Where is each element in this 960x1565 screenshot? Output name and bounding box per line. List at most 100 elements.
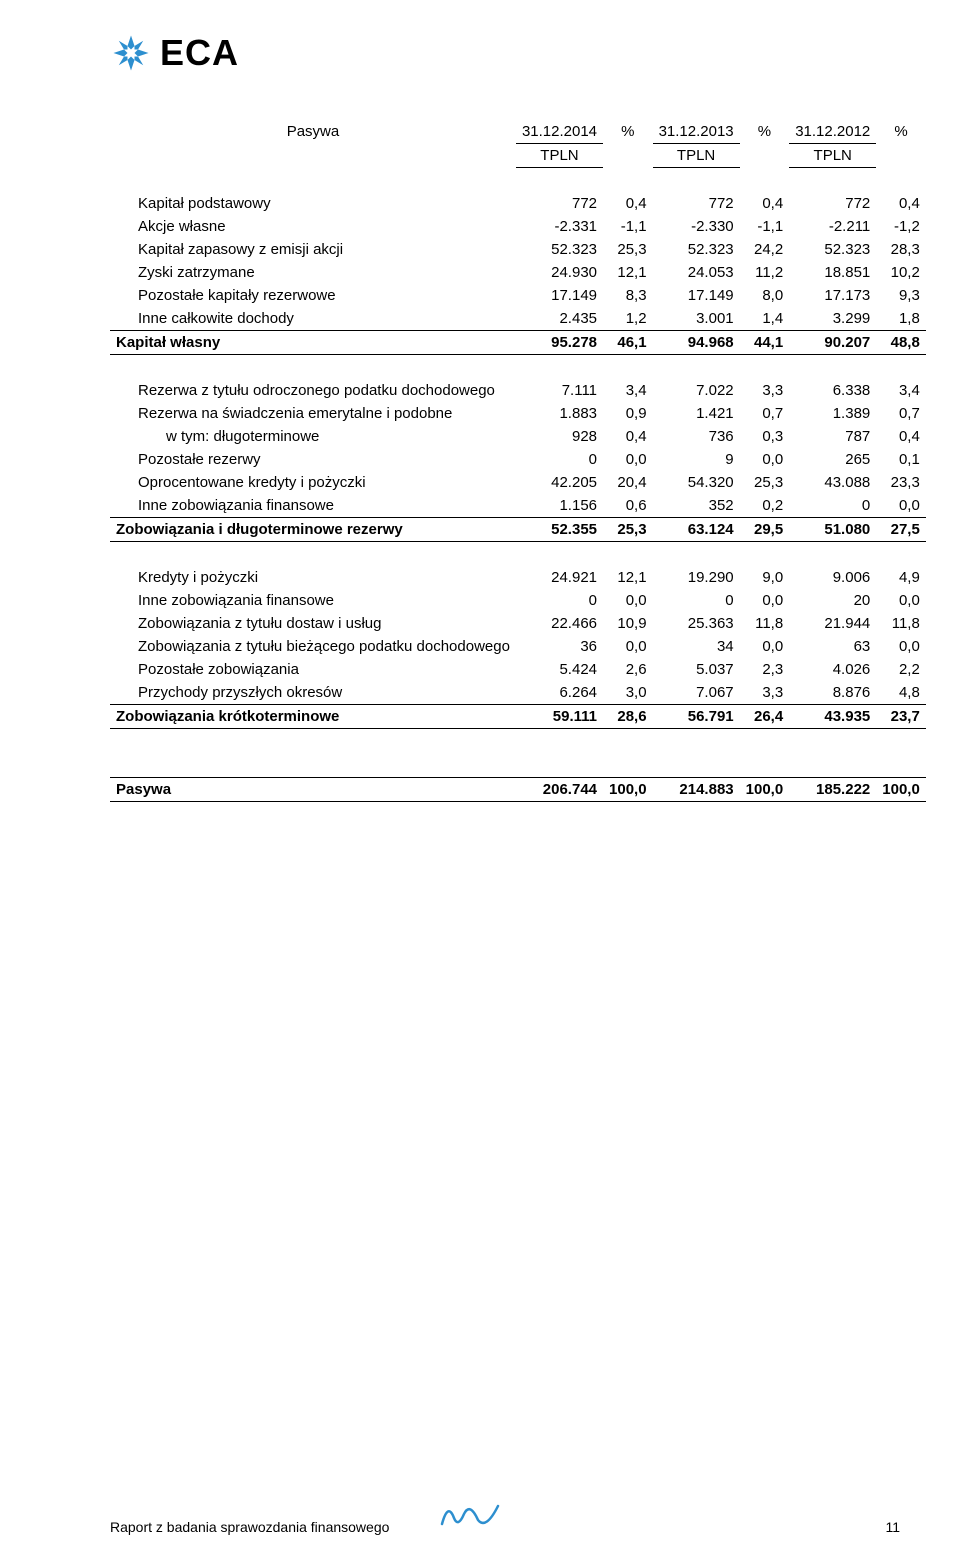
row-label: Zobowiązania z tytułu bieżącego podatku …: [110, 635, 516, 658]
row-value: -1,2: [876, 215, 926, 238]
table-row: Pozostałe rezerwy00,090,02650,1: [110, 448, 926, 471]
hdr-date-1: 31.12.2013: [653, 120, 740, 144]
row-value: 17.149: [653, 284, 740, 307]
row-label: Zobowiązania i długoterminowe rezerwy: [110, 518, 516, 542]
hdr-unit-1: TPLN: [653, 144, 740, 168]
row-value: 8.876: [789, 681, 876, 705]
table-row: Inne całkowite dochody2.4351,23.0011,43.…: [110, 307, 926, 331]
row-value: 0: [789, 494, 876, 518]
row-value: 0,2: [740, 494, 790, 518]
row-value: 29,5: [740, 518, 790, 542]
row-value: 24.053: [653, 261, 740, 284]
row-value: 265: [789, 448, 876, 471]
row-value: 34: [653, 635, 740, 658]
row-label: Pozostałe kapitały rezerwowe: [110, 284, 516, 307]
row-value: 90.207: [789, 331, 876, 355]
row-value: 3,3: [740, 379, 790, 402]
row-value: 0,4: [876, 192, 926, 215]
row-value: 3,4: [603, 379, 653, 402]
row-value: 3,3: [740, 681, 790, 705]
row-value: 0,6: [603, 494, 653, 518]
row-value: 0,0: [876, 635, 926, 658]
row-value: 214.883: [653, 778, 740, 802]
hdr-date-2: 31.12.2012: [789, 120, 876, 144]
row-value: 9,3: [876, 284, 926, 307]
row-value: 52.323: [653, 238, 740, 261]
row-value: 5.037: [653, 658, 740, 681]
row-value: 25.363: [653, 612, 740, 635]
row-value: 52.355: [516, 518, 603, 542]
row-value: 36: [516, 635, 603, 658]
row-value: 100,0: [603, 778, 653, 802]
table-row: Kapitał podstawowy7720,47720,47720,4: [110, 192, 926, 215]
row-value: 352: [653, 494, 740, 518]
row-value: 18.851: [789, 261, 876, 284]
row-value: 7.111: [516, 379, 603, 402]
row-value: 0,4: [876, 425, 926, 448]
table-row: Zobowiązania krótkoterminowe59.11128,656…: [110, 705, 926, 729]
row-value: 28,6: [603, 705, 653, 729]
row-value: 206.744: [516, 778, 603, 802]
row-value: 17.173: [789, 284, 876, 307]
row-value: 0,7: [876, 402, 926, 425]
row-value: 12,1: [603, 261, 653, 284]
row-value: 8,3: [603, 284, 653, 307]
row-label: Kredyty i pożyczki: [110, 566, 516, 589]
row-value: 4.026: [789, 658, 876, 681]
row-value: 52.323: [516, 238, 603, 261]
row-value: 736: [653, 425, 740, 448]
row-value: 9,0: [740, 566, 790, 589]
row-value: 12,1: [603, 566, 653, 589]
table-row: Rezerwa na świadczenia emerytalne i podo…: [110, 402, 926, 425]
page-footer: Raport z badania sprawozdania finansoweg…: [0, 1519, 960, 1535]
row-value: 26,4: [740, 705, 790, 729]
row-value: 11,8: [740, 612, 790, 635]
row-value: 0,0: [740, 635, 790, 658]
row-value: 63: [789, 635, 876, 658]
row-value: 27,5: [876, 518, 926, 542]
signature-icon: [438, 1496, 508, 1535]
row-value: 0,4: [740, 192, 790, 215]
row-label: Oprocentowane kredyty i pożyczki: [110, 471, 516, 494]
row-value: 7.022: [653, 379, 740, 402]
row-label: Rezerwa na świadczenia emerytalne i podo…: [110, 402, 516, 425]
row-value: 0,0: [603, 448, 653, 471]
table-row: Pasywa206.744100,0214.883100,0185.222100…: [110, 778, 926, 802]
row-value: 43.088: [789, 471, 876, 494]
row-value: 44,1: [740, 331, 790, 355]
row-value: 185.222: [789, 778, 876, 802]
row-value: 772: [789, 192, 876, 215]
table-row: Kapitał własny95.27846,194.96844,190.207…: [110, 331, 926, 355]
logo-text: ECA: [160, 32, 239, 74]
table-row: Zobowiązania z tytułu dostaw i usług22.4…: [110, 612, 926, 635]
row-value: 0,9: [603, 402, 653, 425]
table-row: Akcje własne-2.331-1,1-2.330-1,1-2.211-1…: [110, 215, 926, 238]
row-value: 1.421: [653, 402, 740, 425]
row-value: 21.944: [789, 612, 876, 635]
eca-star-icon: [110, 32, 152, 74]
row-value: 9.006: [789, 566, 876, 589]
hdr-unit-0: TPLN: [516, 144, 603, 168]
row-label: Pozostałe zobowiązania: [110, 658, 516, 681]
table-row: Przychody przyszłych okresów6.2643,07.06…: [110, 681, 926, 705]
row-value: 11,2: [740, 261, 790, 284]
row-label: Rezerwa z tytułu odroczonego podatku doc…: [110, 379, 516, 402]
row-value: 17.149: [516, 284, 603, 307]
hdr-unit-2: TPLN: [789, 144, 876, 168]
row-value: 9: [653, 448, 740, 471]
logo: ECA: [110, 32, 239, 74]
row-value: 0: [516, 448, 603, 471]
row-value: 10,2: [876, 261, 926, 284]
row-value: 54.320: [653, 471, 740, 494]
row-value: 100,0: [876, 778, 926, 802]
hdr-pct-0: %: [603, 120, 653, 168]
row-value: 43.935: [789, 705, 876, 729]
row-label: Inne zobowiązania finansowe: [110, 494, 516, 518]
row-value: 0: [516, 589, 603, 612]
row-value: 25,3: [603, 238, 653, 261]
row-value: 1.156: [516, 494, 603, 518]
row-value: 1,2: [603, 307, 653, 331]
row-value: 0,0: [740, 448, 790, 471]
row-value: 56.791: [653, 705, 740, 729]
row-value: 5.424: [516, 658, 603, 681]
